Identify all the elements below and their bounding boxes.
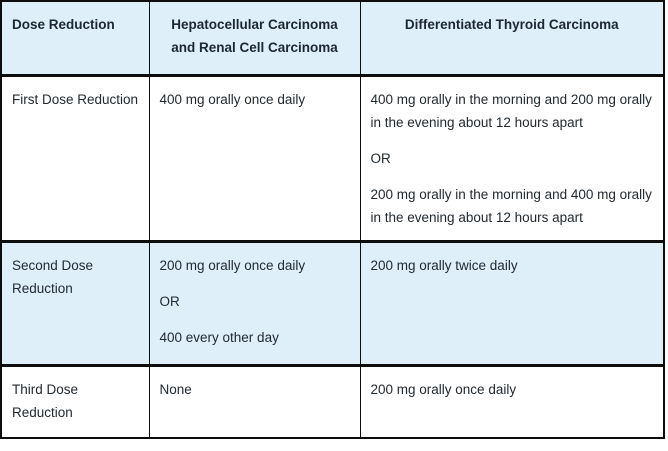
cell-paragraph: 200 mg orally once daily	[159, 257, 306, 273]
cell-hcc-rcc: None	[148, 365, 361, 438]
cell-dtc: 400 mg orally in the morning and 200 mg …	[359, 75, 665, 241]
table-row-second-dose-reduction: Second Dose Reduction 200 mg orally once…	[0, 241, 665, 365]
row-label-text: Second Dose Reduction	[12, 257, 94, 296]
cell-paragraph: 200 mg orally twice daily	[370, 257, 518, 273]
cell-dtc: 200 mg orally once daily	[359, 365, 665, 438]
cell-paragraph: 400 mg orally in the morning and 200 mg …	[370, 91, 652, 130]
cell-paragraph: OR	[370, 150, 391, 166]
header-dose-reduction: Dose Reduction	[0, 1, 150, 75]
row-label: Second Dose Reduction	[0, 241, 150, 365]
cell-paragraph: 400 mg orally once daily	[159, 91, 306, 107]
header-hcc-rcc: Hepatocellular Carcinoma and Renal Cell …	[148, 1, 361, 75]
header-dtc: Differentiated Thyroid Carcinoma	[359, 1, 665, 75]
table-row-third-dose-reduction: Third Dose Reduction None 200 mg orally …	[0, 365, 665, 438]
cell-hcc-rcc: 200 mg orally once daily OR 400 every ot…	[148, 241, 361, 365]
row-label-text: First Dose Reduction	[12, 91, 139, 107]
row-label: Third Dose Reduction	[0, 365, 150, 438]
row-label-text: Third Dose Reduction	[12, 381, 79, 420]
dose-reduction-table: Dose Reduction Hepatocellular Carcinoma …	[0, 0, 665, 439]
cell-paragraph: 200 mg orally in the morning and 400 mg …	[370, 186, 652, 225]
cell-dtc: 200 mg orally twice daily	[359, 241, 665, 365]
table-header-row: Dose Reduction Hepatocellular Carcinoma …	[0, 1, 665, 75]
cell-paragraph: OR	[159, 293, 180, 309]
cell-paragraph: 200 mg orally once daily	[370, 381, 517, 397]
cell-paragraph: None	[159, 381, 192, 397]
table-row-first-dose-reduction: First Dose Reduction 400 mg orally once …	[0, 75, 665, 241]
cell-paragraph: 400 every other day	[159, 329, 279, 345]
row-label: First Dose Reduction	[0, 75, 150, 241]
cell-hcc-rcc: 400 mg orally once daily	[148, 75, 361, 241]
